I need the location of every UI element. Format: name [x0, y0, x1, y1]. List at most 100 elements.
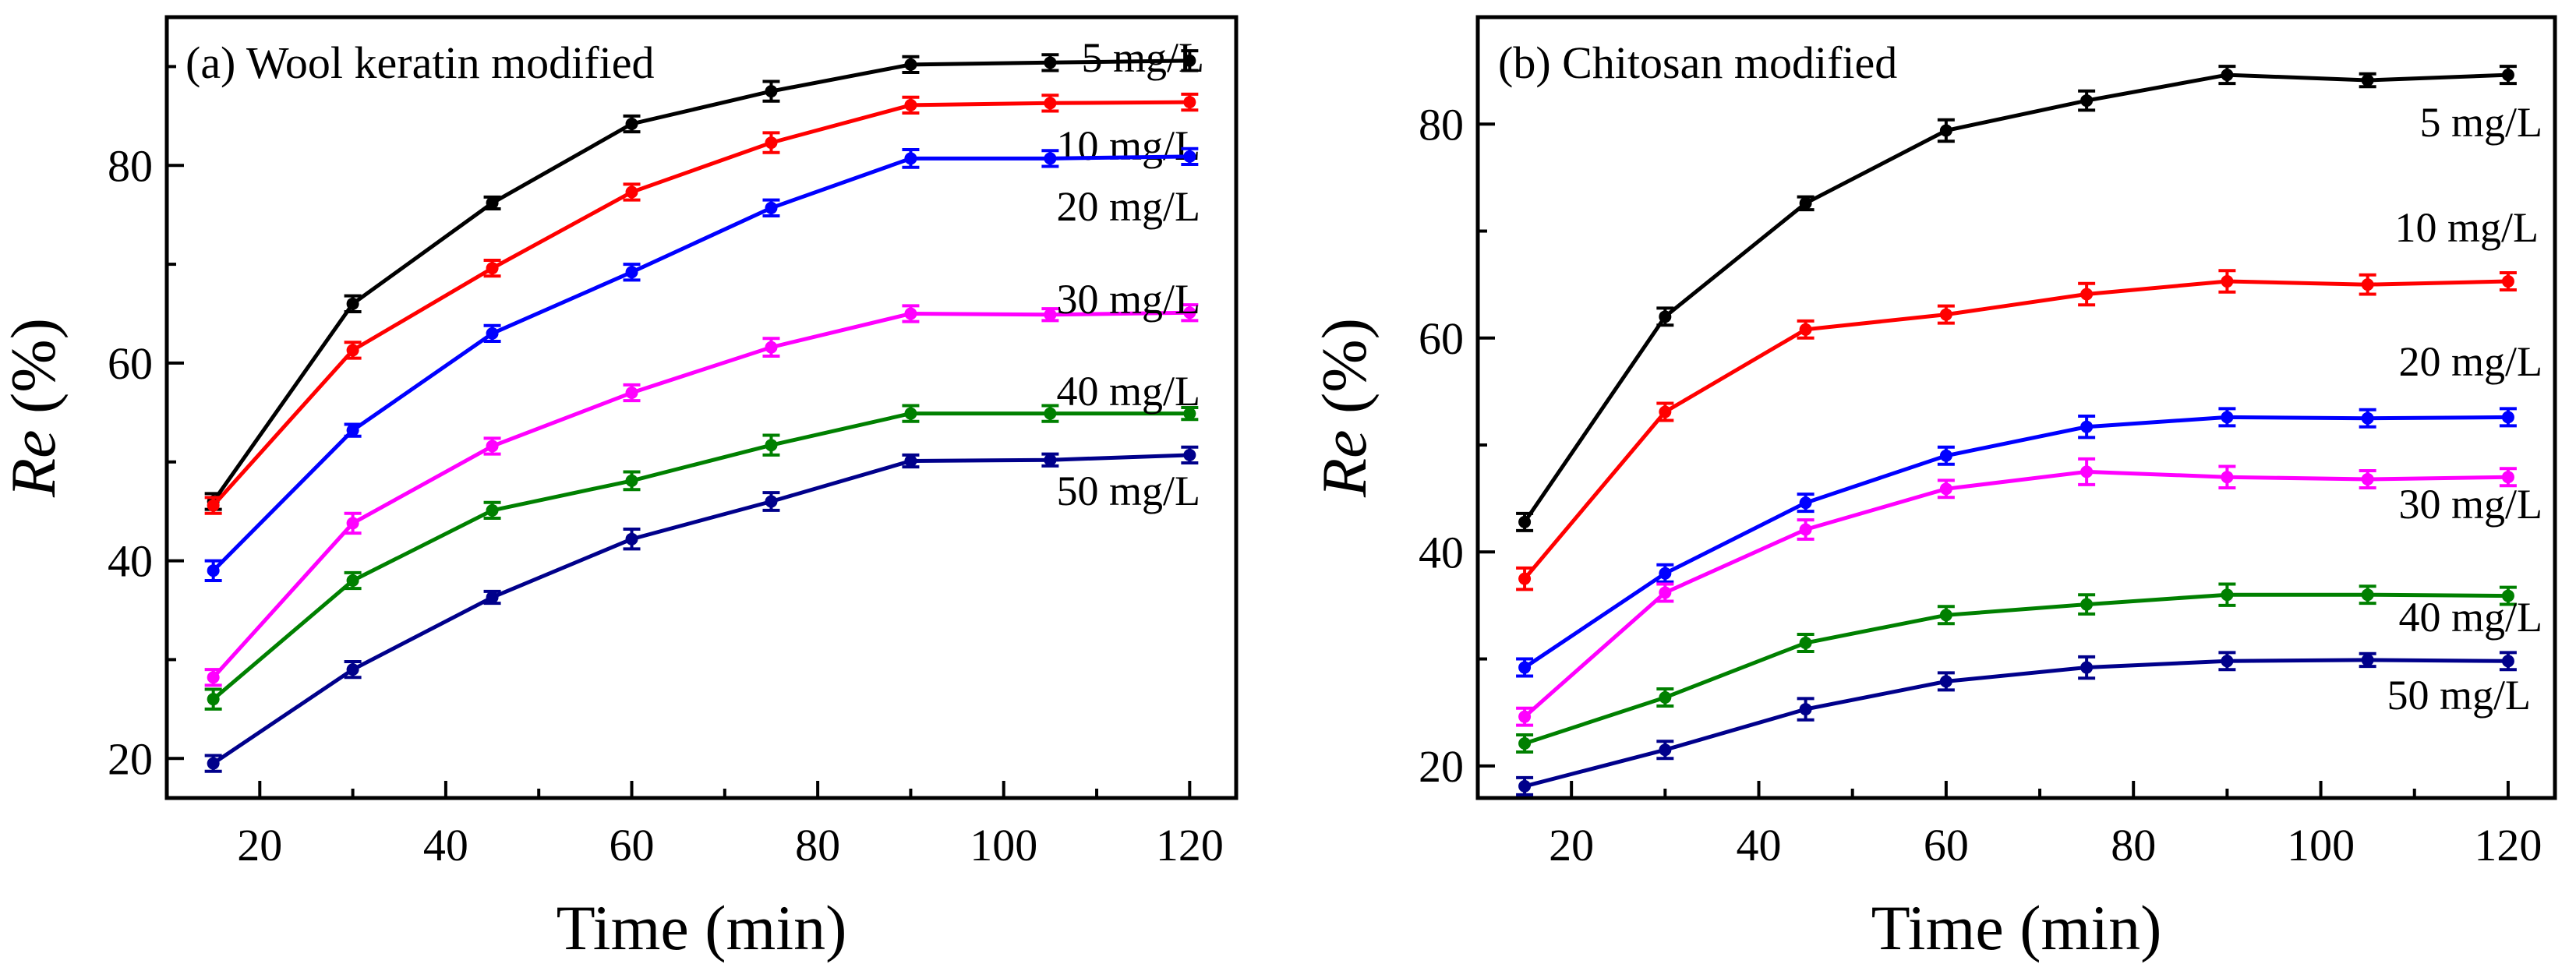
data-point	[207, 757, 220, 770]
data-point	[765, 136, 778, 150]
data-point	[1044, 407, 1057, 420]
data-point	[346, 424, 359, 437]
data-point	[1518, 572, 1532, 585]
data-point	[2501, 411, 2514, 424]
y-tick-label: 40	[108, 536, 153, 587]
series-line	[1524, 592, 2508, 746]
y-tick-label: 80	[108, 140, 153, 191]
data-point	[2361, 278, 2374, 291]
data-point	[2501, 589, 2514, 602]
data-point	[346, 344, 359, 357]
data-point	[2361, 588, 2374, 602]
x-tick-label: 40	[423, 820, 468, 870]
data-point	[346, 517, 359, 530]
series-label: 20 mg/L	[2399, 338, 2543, 385]
series-label: 40 mg/L	[2399, 594, 2543, 641]
data-point	[904, 407, 917, 420]
data-point	[207, 564, 220, 577]
plot-frame	[1475, 15, 2557, 800]
series-label: 10 mg/L	[1057, 122, 1201, 169]
panel-b-chart: 20 40 60 80 100 120 20 40 60 80 Time (min) Re (%) (b…	[1309, 15, 2557, 963]
y-tick-label: 60	[108, 338, 153, 389]
y-axis-title: Re (%)	[1309, 318, 1380, 498]
data-point	[2501, 275, 2514, 288]
series-line	[1523, 279, 2508, 581]
data-point	[904, 152, 917, 165]
data-point	[1799, 496, 1812, 510]
data-point	[1659, 743, 1672, 757]
series-5-mg-L: 5 mg/L	[1516, 65, 2543, 532]
series-50-mg-L: 50 mg/L	[1516, 651, 2531, 796]
data-point	[346, 297, 359, 310]
data-point	[2221, 588, 2234, 602]
y-axis-title-italic: Re	[1309, 429, 1380, 497]
data-point	[625, 386, 638, 399]
data-point	[1044, 308, 1057, 321]
data-point	[2361, 653, 2374, 666]
data-point	[2361, 472, 2374, 486]
data-point	[2501, 655, 2514, 668]
data-point	[1659, 586, 1672, 599]
data-point	[1799, 196, 1812, 210]
panel-title: (a) Wool keratin modified	[186, 37, 654, 88]
data-point	[1183, 448, 1196, 461]
x-tick-label: 120	[1156, 820, 1224, 870]
data-point	[207, 499, 220, 512]
x-axis-title: Time (min)	[557, 892, 847, 963]
data-point	[1183, 407, 1196, 420]
series-40-mg-L: 40 mg/L	[204, 368, 1200, 711]
series-line	[211, 154, 1190, 573]
series-50-mg-L: 50 mg/L	[204, 445, 1200, 773]
data-point	[1659, 310, 1672, 323]
data-point	[486, 327, 499, 340]
series-label: 5 mg/L	[1082, 34, 1205, 81]
series-line	[212, 411, 1190, 701]
data-point	[1939, 482, 1952, 496]
data-point	[1939, 449, 1952, 462]
series-line	[1523, 415, 2508, 669]
data-point	[1799, 523, 1812, 536]
data-point	[904, 454, 917, 468]
data-point	[486, 196, 499, 210]
data-point	[625, 266, 638, 279]
data-point	[1183, 54, 1196, 67]
plot-frame	[164, 15, 1239, 800]
data-point	[904, 307, 917, 320]
data-point	[1939, 124, 1952, 137]
series-20-mg-L: 20 mg/L	[204, 147, 1200, 582]
data-point	[207, 693, 220, 706]
panel-title: (b) Chitosan modified	[1498, 37, 1897, 88]
data-point	[1183, 96, 1196, 109]
x-tick-label: 60	[1924, 820, 1969, 870]
y-tick-label: 20	[108, 733, 153, 784]
data-point	[1518, 779, 1532, 793]
series-line	[1524, 658, 2508, 789]
panel-a-chart: 20 40 60 80 100 120 20 40 60 80 Time (min) Re (%) (a…	[0, 15, 1239, 963]
data-point	[1939, 308, 1952, 321]
data-point	[2080, 661, 2094, 674]
series-30-mg-L: 30 mg/L	[1516, 457, 2542, 727]
data-point	[1799, 323, 1812, 336]
data-point	[1659, 405, 1672, 418]
data-point	[2080, 420, 2094, 433]
series-line	[211, 310, 1190, 679]
data-point	[625, 185, 638, 199]
data-point	[2080, 94, 2094, 108]
data-point	[1518, 515, 1532, 528]
y-axis-title-italic: Re	[0, 429, 69, 497]
series-line	[1523, 72, 2508, 524]
data-point	[1183, 150, 1196, 163]
x-tick-label: 120	[2474, 820, 2542, 870]
series-30-mg-L: 30 mg/L	[204, 276, 1200, 687]
data-point	[1659, 690, 1672, 704]
data-point	[1518, 661, 1532, 674]
data-point	[2221, 655, 2234, 668]
series-10-mg-L: 10 mg/L	[204, 92, 1201, 515]
data-point	[625, 532, 638, 546]
data-point	[2221, 69, 2234, 82]
data-point	[765, 495, 778, 508]
y-axis-title: Re (%)	[0, 318, 69, 498]
x-tick-label: 100	[970, 820, 1037, 870]
series-label: 5 mg/L	[2420, 99, 2543, 146]
data-point	[346, 663, 359, 676]
